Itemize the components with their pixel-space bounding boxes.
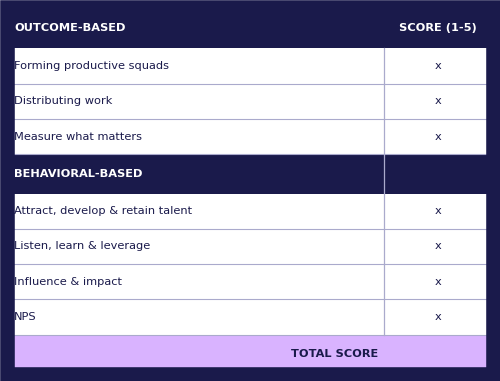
Text: NPS: NPS — [14, 312, 37, 322]
Text: x: x — [435, 206, 442, 216]
Bar — [7, 154, 493, 194]
Text: Listen, learn & leverage: Listen, learn & leverage — [14, 242, 150, 251]
Text: x: x — [435, 277, 442, 287]
Text: OUTCOME-BASED: OUTCOME-BASED — [14, 23, 126, 33]
Text: x: x — [435, 312, 442, 322]
Text: Distributing work: Distributing work — [14, 96, 112, 106]
Bar — [7, 48, 493, 84]
Bar — [7, 119, 493, 154]
Text: x: x — [435, 96, 442, 106]
Text: Forming productive squads: Forming productive squads — [14, 61, 170, 71]
Text: Attract, develop & retain talent: Attract, develop & retain talent — [14, 206, 192, 216]
Bar — [7, 84, 493, 119]
Text: Measure what matters: Measure what matters — [14, 131, 142, 142]
Text: SCORE (1-5): SCORE (1-5) — [400, 23, 477, 33]
Bar — [7, 335, 493, 374]
Text: BEHAVIORAL-BASED: BEHAVIORAL-BASED — [14, 169, 143, 179]
Text: x: x — [435, 242, 442, 251]
Text: Influence & impact: Influence & impact — [14, 277, 122, 287]
Text: TOTAL SCORE: TOTAL SCORE — [290, 349, 378, 359]
Text: x: x — [435, 131, 442, 142]
Bar — [7, 7, 493, 48]
Text: x: x — [435, 61, 442, 71]
Bar — [7, 299, 493, 335]
Bar — [7, 264, 493, 299]
Bar — [7, 229, 493, 264]
Bar — [7, 194, 493, 229]
